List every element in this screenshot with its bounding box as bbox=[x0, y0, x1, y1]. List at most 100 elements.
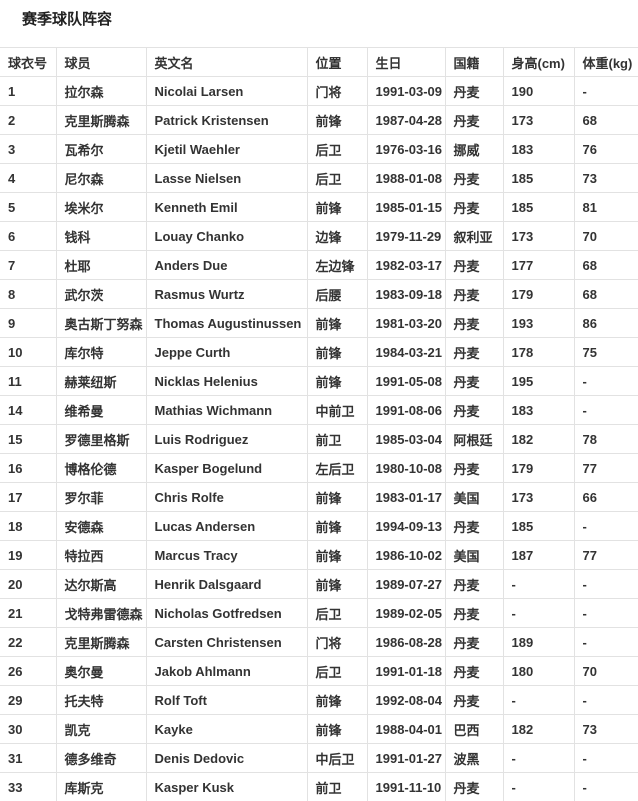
cell: 1991-01-27 bbox=[367, 744, 445, 773]
cell: 丹麦 bbox=[445, 773, 503, 801]
cell: - bbox=[574, 570, 638, 599]
cell: 丹麦 bbox=[445, 251, 503, 280]
cell: 77 bbox=[574, 541, 638, 570]
cell: 后腰 bbox=[307, 280, 367, 309]
cell: 1980-10-08 bbox=[367, 454, 445, 483]
cell: Kasper Kusk bbox=[146, 773, 307, 801]
cell: Kenneth Emil bbox=[146, 193, 307, 222]
cell: 丹麦 bbox=[445, 599, 503, 628]
cell: 前锋 bbox=[307, 193, 367, 222]
cell: 1991-01-18 bbox=[367, 657, 445, 686]
cell: - bbox=[574, 77, 638, 106]
cell: 1976-03-16 bbox=[367, 135, 445, 164]
cell: 阿根廷 bbox=[445, 425, 503, 454]
cell: 1981-03-20 bbox=[367, 309, 445, 338]
cell: Lucas Andersen bbox=[146, 512, 307, 541]
cell: - bbox=[574, 744, 638, 773]
cell: 1988-01-08 bbox=[367, 164, 445, 193]
cell: Lasse Nielsen bbox=[146, 164, 307, 193]
cell: 11 bbox=[0, 367, 56, 396]
cell: 安德森 bbox=[56, 512, 146, 541]
cell: 185 bbox=[503, 164, 574, 193]
cell: 丹麦 bbox=[445, 309, 503, 338]
cell: - bbox=[574, 599, 638, 628]
cell: 戈特弗雷德森 bbox=[56, 599, 146, 628]
cell: 1994-09-13 bbox=[367, 512, 445, 541]
cell: 丹麦 bbox=[445, 686, 503, 715]
cell: 门将 bbox=[307, 628, 367, 657]
cell: 武尔茨 bbox=[56, 280, 146, 309]
cell: - bbox=[574, 773, 638, 801]
cell: - bbox=[503, 686, 574, 715]
cell: 拉尔森 bbox=[56, 77, 146, 106]
cell: 前锋 bbox=[307, 512, 367, 541]
cell: 克里斯腾森 bbox=[56, 628, 146, 657]
cell: 达尔斯高 bbox=[56, 570, 146, 599]
cell: - bbox=[574, 396, 638, 425]
column-header-7: 身高(cm) bbox=[503, 48, 574, 77]
cell: 190 bbox=[503, 77, 574, 106]
column-header-1: 球衣号 bbox=[0, 48, 56, 77]
cell: 182 bbox=[503, 425, 574, 454]
cell: 奥尔曼 bbox=[56, 657, 146, 686]
cell: 丹麦 bbox=[445, 338, 503, 367]
cell: 173 bbox=[503, 483, 574, 512]
cell: 70 bbox=[574, 222, 638, 251]
cell: 库斯克 bbox=[56, 773, 146, 801]
cell: 1986-08-28 bbox=[367, 628, 445, 657]
cell: 22 bbox=[0, 628, 56, 657]
cell: 33 bbox=[0, 773, 56, 801]
cell: 丹麦 bbox=[445, 628, 503, 657]
cell: 前锋 bbox=[307, 541, 367, 570]
cell: 1991-05-08 bbox=[367, 367, 445, 396]
column-header-4: 位置 bbox=[307, 48, 367, 77]
cell: 杜耶 bbox=[56, 251, 146, 280]
cell: - bbox=[574, 367, 638, 396]
cell: 丹麦 bbox=[445, 454, 503, 483]
cell: 77 bbox=[574, 454, 638, 483]
cell: 罗尔菲 bbox=[56, 483, 146, 512]
cell: 中前卫 bbox=[307, 396, 367, 425]
cell: 前卫 bbox=[307, 425, 367, 454]
cell: 7 bbox=[0, 251, 56, 280]
cell: 左边锋 bbox=[307, 251, 367, 280]
cell: 赫莱纽斯 bbox=[56, 367, 146, 396]
column-header-8: 体重(kg) bbox=[574, 48, 638, 77]
header-row: 球衣号球员英文名位置生日国籍身高(cm)体重(kg) bbox=[0, 48, 638, 77]
cell: 185 bbox=[503, 193, 574, 222]
cell: 挪威 bbox=[445, 135, 503, 164]
cell: 前锋 bbox=[307, 715, 367, 744]
cell: 5 bbox=[0, 193, 56, 222]
cell: Kasper Bogelund bbox=[146, 454, 307, 483]
cell: 奥古斯丁努森 bbox=[56, 309, 146, 338]
column-header-6: 国籍 bbox=[445, 48, 503, 77]
cell: - bbox=[574, 628, 638, 657]
cell: 美国 bbox=[445, 541, 503, 570]
cell: 1988-04-01 bbox=[367, 715, 445, 744]
cell: 177 bbox=[503, 251, 574, 280]
cell: 17 bbox=[0, 483, 56, 512]
cell: 66 bbox=[574, 483, 638, 512]
cell: 前卫 bbox=[307, 773, 367, 801]
cell: 31 bbox=[0, 744, 56, 773]
cell: 1984-03-21 bbox=[367, 338, 445, 367]
cell: 托夫特 bbox=[56, 686, 146, 715]
cell: 18 bbox=[0, 512, 56, 541]
cell: - bbox=[503, 744, 574, 773]
cell: Jakob Ahlmann bbox=[146, 657, 307, 686]
cell: 20 bbox=[0, 570, 56, 599]
cell: 3 bbox=[0, 135, 56, 164]
cell: 68 bbox=[574, 280, 638, 309]
cell: 75 bbox=[574, 338, 638, 367]
cell: 179 bbox=[503, 454, 574, 483]
cell: 1983-09-18 bbox=[367, 280, 445, 309]
cell: 8 bbox=[0, 280, 56, 309]
cell: Nicolai Larsen bbox=[146, 77, 307, 106]
cell: 尼尔森 bbox=[56, 164, 146, 193]
